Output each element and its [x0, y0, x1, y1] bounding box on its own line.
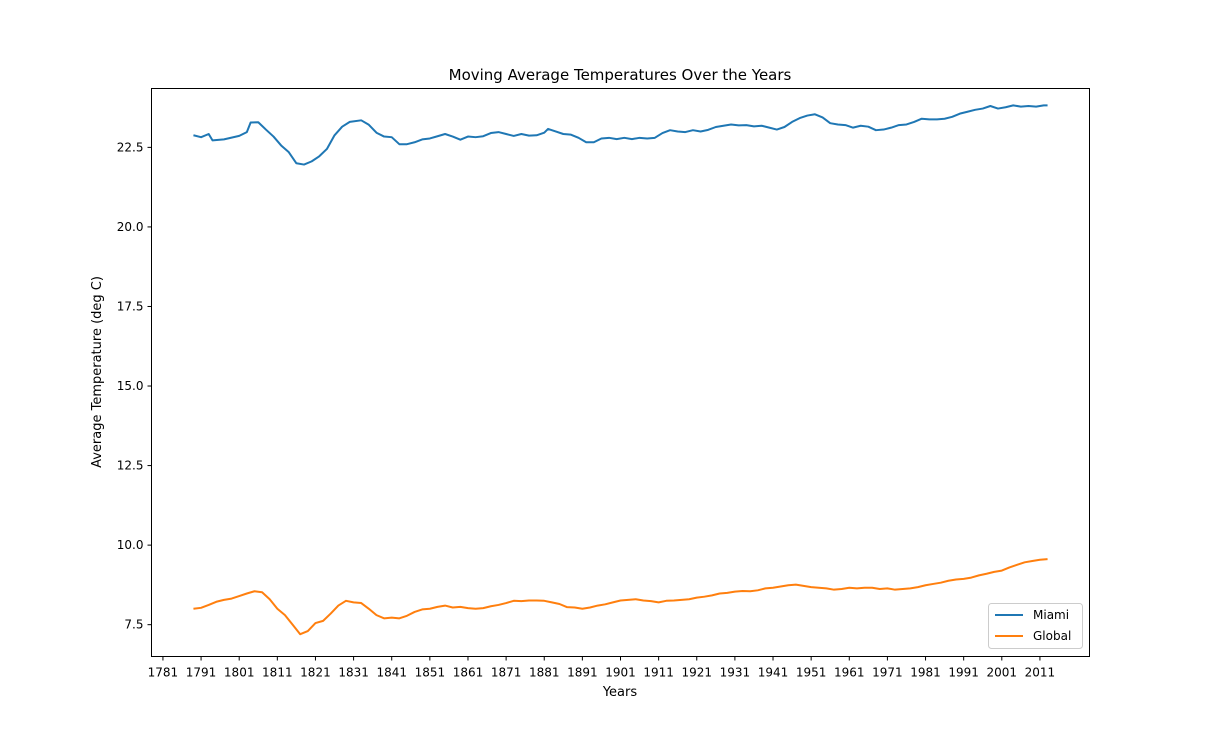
- y-tick-label: 12.5: [117, 459, 144, 473]
- y-axis: 7.5 10.0 12.5 15.0 17.5 20.0 22.5: [117, 140, 152, 632]
- x-tick-label: 1901: [605, 666, 636, 680]
- plot-frame: [151, 88, 1090, 657]
- y-tick-label: 20.0: [117, 220, 144, 234]
- x-tick-label: 1801: [224, 666, 255, 680]
- x-tick-label: 1921: [681, 666, 712, 680]
- x-tick-label: 1821: [300, 666, 331, 680]
- y-tick-label: 17.5: [117, 299, 144, 313]
- x-tick-label: 2011: [1025, 666, 1056, 680]
- x-tick-label: 1961: [834, 666, 865, 680]
- x-tick-label: 1971: [872, 666, 903, 680]
- legend-label-global: Global: [1033, 629, 1071, 643]
- legend-label-miami: Miami: [1033, 608, 1069, 622]
- y-tick-label: 22.5: [117, 140, 144, 154]
- x-tick-label: 1891: [567, 666, 598, 680]
- x-tick-label: 1871: [491, 666, 522, 680]
- x-tick-label: 1991: [948, 666, 979, 680]
- y-tick-label: 7.5: [124, 618, 143, 632]
- x-tick-label: 1941: [758, 666, 789, 680]
- x-axis: 1781 1791 1801 1811 1821 1831 1841 1851 1861 1871…: [148, 656, 1056, 680]
- x-tick-label: 1841: [376, 666, 407, 680]
- x-tick-label: 1781: [148, 666, 179, 680]
- x-tick-label: 1851: [415, 666, 446, 680]
- y-tick-label: 15.0: [117, 379, 144, 393]
- x-tick-label: 1831: [338, 666, 369, 680]
- legend: Miami Global: [988, 603, 1083, 649]
- chart-title: Moving Average Temperatures Over the Yea…: [449, 66, 792, 84]
- y-tick-label: 10.0: [117, 538, 144, 552]
- series-line-global: [193, 558, 1048, 636]
- x-tick-label: 1981: [910, 666, 941, 680]
- x-tick-label: 1791: [186, 666, 217, 680]
- x-tick-label: 1911: [643, 666, 674, 680]
- x-tick-label: 1881: [529, 666, 560, 680]
- series-line-miami: [193, 104, 1048, 166]
- x-tick-label: 2001: [987, 666, 1018, 680]
- y-axis-label: Average Temperature (deg C): [90, 276, 105, 468]
- x-tick-label: 1861: [453, 666, 484, 680]
- x-axis-label: Years: [602, 685, 638, 700]
- x-tick-label: 1811: [262, 666, 293, 680]
- x-tick-label: 1951: [796, 666, 827, 680]
- x-tick-label: 1931: [720, 666, 751, 680]
